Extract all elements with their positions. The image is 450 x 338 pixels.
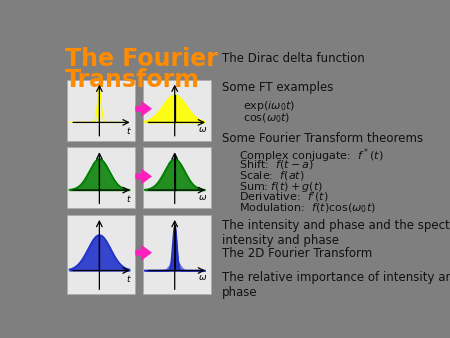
Text: Scale:  $f(at)$: Scale: $f(at)$ — [239, 169, 305, 182]
Text: $\omega$: $\omega$ — [198, 125, 207, 134]
Polygon shape — [136, 169, 152, 184]
Bar — [143, 147, 211, 209]
Text: The 2D Fourier Transform: The 2D Fourier Transform — [222, 247, 372, 261]
Text: Derivative:  $f'(t)$: Derivative: $f'(t)$ — [239, 191, 329, 204]
Text: $t$: $t$ — [126, 125, 132, 136]
Text: The Dirac delta function: The Dirac delta function — [222, 52, 364, 65]
Text: Some Fourier Transform theorems: Some Fourier Transform theorems — [222, 132, 423, 145]
Polygon shape — [136, 245, 152, 260]
Text: Sum: $f(t) + g(t)$: Sum: $f(t) + g(t)$ — [239, 179, 323, 194]
Text: Shift:  $f(t-a)$: Shift: $f(t-a)$ — [239, 158, 314, 171]
Text: The Fourier: The Fourier — [65, 47, 218, 71]
Bar — [68, 147, 135, 209]
Text: The relative importance of intensity and
phase: The relative importance of intensity and… — [222, 271, 450, 299]
Text: cos($\omega_0 t$): cos($\omega_0 t$) — [243, 112, 290, 125]
Bar — [143, 80, 211, 141]
Text: Complex conjugate:  $f^*(t)$: Complex conjugate: $f^*(t)$ — [239, 147, 384, 165]
Text: Some FT examples: Some FT examples — [222, 81, 333, 94]
Text: Transform: Transform — [65, 68, 200, 92]
Text: The intensity and phase and the spectral
intensity and phase: The intensity and phase and the spectral… — [222, 219, 450, 247]
Bar — [143, 215, 211, 294]
Bar — [68, 80, 135, 141]
Polygon shape — [136, 101, 152, 116]
Text: $t$: $t$ — [126, 193, 132, 204]
Bar — [68, 215, 135, 294]
Text: Modulation:  $f(t)\cos(\omega_0 t)$: Modulation: $f(t)\cos(\omega_0 t)$ — [239, 201, 376, 215]
Text: $\omega$: $\omega$ — [198, 193, 207, 202]
Text: exp($i\omega_0 t$): exp($i\omega_0 t$) — [243, 99, 295, 113]
Text: $t$: $t$ — [126, 273, 132, 284]
Text: $\omega$: $\omega$ — [198, 273, 207, 282]
